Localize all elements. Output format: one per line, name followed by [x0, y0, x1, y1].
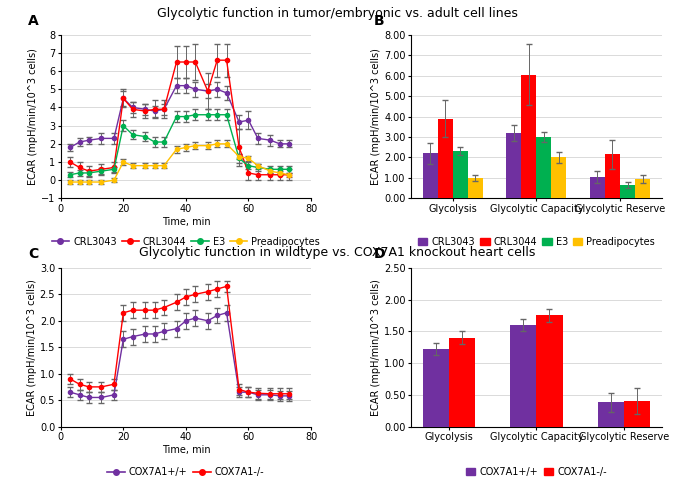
Bar: [510, 325, 537, 427]
Bar: [624, 401, 650, 427]
Bar: [449, 338, 475, 427]
Bar: [551, 158, 566, 198]
Bar: [453, 151, 468, 198]
Y-axis label: ECAR (mpH/min/10^3 cells): ECAR (mpH/min/10^3 cells): [371, 48, 381, 185]
Text: C: C: [28, 248, 38, 261]
Bar: [537, 137, 551, 198]
Text: B: B: [374, 14, 384, 28]
Legend: CRL3043, CRL3044, E3, Preadipocytes: CRL3043, CRL3044, E3, Preadipocytes: [414, 233, 659, 250]
Bar: [437, 119, 453, 198]
Text: Glycolytic function in tumor/embryonic vs. adult cell lines: Glycolytic function in tumor/embryonic v…: [157, 7, 518, 20]
Y-axis label: ECAR (mpH/min/10^3 cells): ECAR (mpH/min/10^3 cells): [27, 279, 37, 416]
Y-axis label: ECAR (mpH/min/10^3 cells): ECAR (mpH/min/10^3 cells): [28, 48, 38, 185]
Legend: CRL3043, CRL3044, E3, Preadipocytes: CRL3043, CRL3044, E3, Preadipocytes: [48, 233, 324, 250]
Legend: COX7A1+/+, COX7A1-/-: COX7A1+/+, COX7A1-/-: [103, 463, 268, 481]
Bar: [506, 133, 521, 198]
Bar: [597, 402, 624, 427]
Text: D: D: [374, 248, 385, 261]
Bar: [423, 349, 449, 427]
Bar: [521, 74, 537, 198]
Bar: [423, 153, 437, 198]
Bar: [635, 179, 650, 198]
Bar: [468, 178, 483, 198]
Y-axis label: ECAR (mpH/min/10^3 cells): ECAR (mpH/min/10^3 cells): [371, 279, 381, 416]
Legend: COX7A1+/+, COX7A1-/-: COX7A1+/+, COX7A1-/-: [462, 463, 611, 481]
Bar: [590, 177, 605, 198]
Bar: [605, 154, 620, 198]
Bar: [537, 315, 562, 427]
Text: Glycolytic function in wildtype vs. COX7A1 knockout heart cells: Glycolytic function in wildtype vs. COX7…: [139, 246, 536, 258]
X-axis label: Time, min: Time, min: [161, 445, 210, 455]
Text: A: A: [28, 14, 39, 28]
Bar: [620, 185, 635, 198]
X-axis label: Time, min: Time, min: [161, 217, 210, 227]
